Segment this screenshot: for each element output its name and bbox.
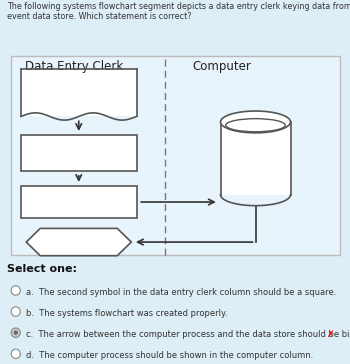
Text: Data Entry Clerk: Data Entry Clerk (25, 60, 123, 73)
Text: d.  The computer process should be shown in the computer column.: d. The computer process should be shown … (26, 351, 314, 360)
Ellipse shape (220, 111, 290, 133)
Circle shape (14, 331, 18, 335)
Circle shape (11, 307, 20, 316)
Text: c.  The arrow between the computer process and the data store should be bi-direc: c. The arrow between the computer proces… (26, 330, 350, 339)
Text: event data store. Which statement is correct?: event data store. Which statement is cor… (7, 12, 191, 21)
Circle shape (11, 349, 20, 359)
Text: ✗: ✗ (327, 330, 335, 339)
Text: a.  The second symbol in the data entry clerk column should be a square.: a. The second symbol in the data entry c… (26, 288, 337, 297)
Polygon shape (26, 229, 131, 256)
Text: The following systems flowchart segment depicts a data entry clerk keying data f: The following systems flowchart segment … (7, 2, 350, 11)
Text: Select one:: Select one: (7, 264, 77, 274)
Text: Computer: Computer (193, 60, 251, 73)
Ellipse shape (226, 119, 285, 132)
FancyBboxPatch shape (21, 69, 136, 116)
FancyBboxPatch shape (21, 186, 136, 218)
FancyBboxPatch shape (21, 135, 136, 171)
FancyBboxPatch shape (220, 122, 290, 195)
Circle shape (11, 328, 20, 337)
FancyBboxPatch shape (10, 56, 340, 255)
Circle shape (11, 286, 20, 295)
Text: b.  The systems flowchart was created properly.: b. The systems flowchart was created pro… (26, 309, 228, 318)
